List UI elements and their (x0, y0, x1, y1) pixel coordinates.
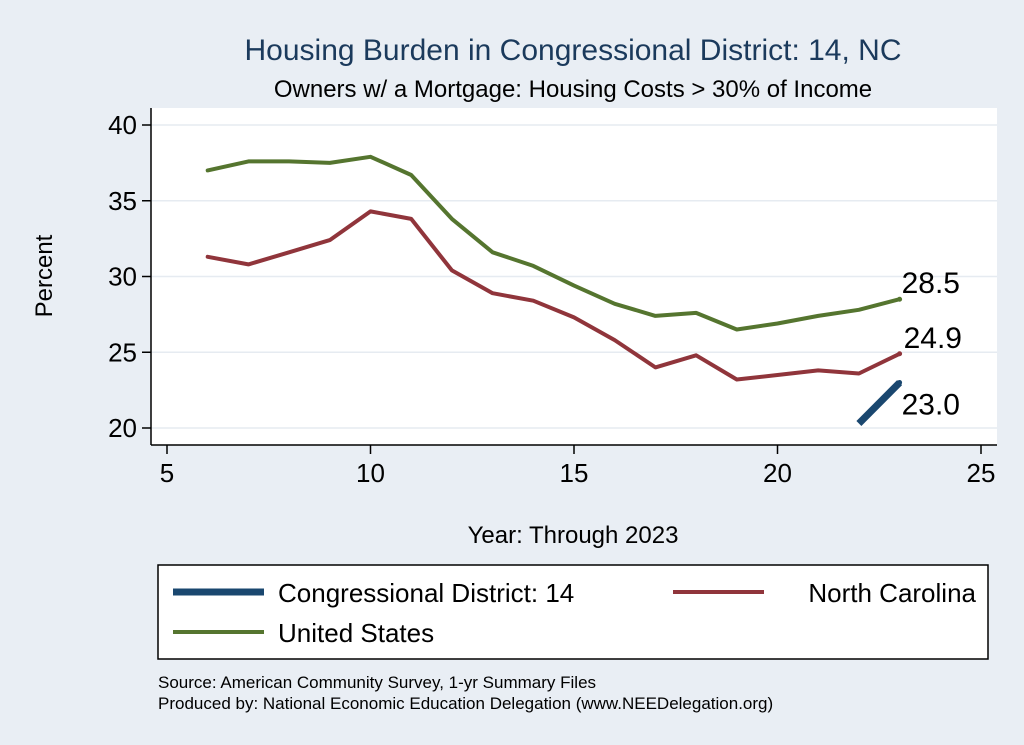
series-end-point-united-states (897, 296, 903, 302)
x-tick-label-15: 15 (560, 458, 589, 488)
series-line-north-carolina (205, 209, 902, 382)
end-label-united-states: 28.5 (902, 267, 960, 300)
y-axis-title: Percent (31, 234, 58, 317)
x-tick-label-20: 20 (763, 458, 792, 488)
x-tick-label-10: 10 (356, 458, 385, 488)
chart-subtitle: Owners w/ a Mortgage: Housing Costs > 30… (274, 76, 872, 103)
y-tick-label-25: 25 (108, 337, 137, 367)
series-line-district (856, 380, 903, 426)
end-label-north-carolina: 24.9 (904, 322, 962, 355)
y-tick-label-40: 40 (108, 110, 137, 140)
producer-note: Produced by: National Economic Education… (158, 694, 773, 713)
x-tick-label-5: 5 (160, 458, 174, 488)
series-lines (205, 154, 903, 426)
legend-label-united-states: United States (278, 618, 434, 648)
legend: Congressional District: 14 North Carolin… (157, 564, 989, 660)
legend-label-north-carolina: North Carolina (808, 578, 976, 608)
y-tick-label-30: 30 (108, 262, 137, 292)
legend-label-district: Congressional District: 14 (278, 578, 574, 608)
series-end-point-district (897, 380, 903, 386)
x-tick-label-25: 25 (967, 458, 996, 488)
x-axis-title: Year: Through 2023 (468, 522, 679, 549)
axes: 20 25 30 35 40 5 10 15 20 25 (108, 108, 997, 488)
y-tick-label-35: 35 (108, 186, 137, 216)
legend-box (157, 564, 989, 660)
series-line-united-states (205, 154, 902, 332)
chart-title: Housing Burden in Congressional District… (245, 34, 902, 67)
series-end-point-north-carolina (897, 351, 903, 357)
end-labels: 23.0 24.9 28.5 (902, 267, 962, 421)
gridlines (151, 124, 997, 429)
source-note: Source: American Community Survey, 1-yr … (158, 673, 596, 692)
y-tick-label-20: 20 (108, 413, 137, 443)
end-label-district: 23.0 (902, 389, 960, 422)
